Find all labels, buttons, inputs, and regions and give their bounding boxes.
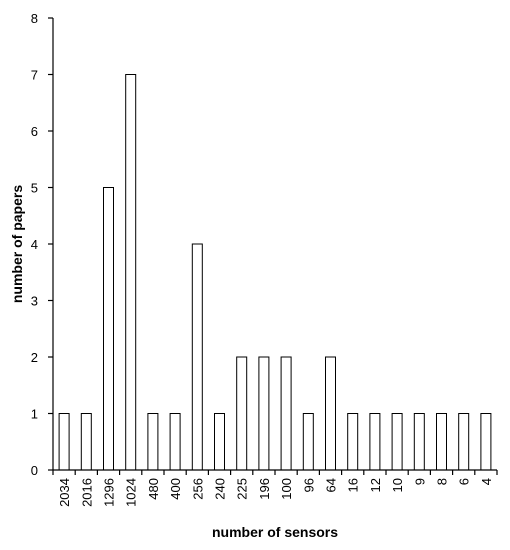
x-tick-label: 225 [235,478,250,500]
bar-2034 [58,413,70,471]
bar-1296 [103,187,114,471]
y-tick-label: 2 [31,350,38,365]
y-tick-label: 0 [31,463,38,478]
x-tick-label: 10 [390,478,405,492]
x-tick-label: 256 [190,478,205,500]
y-tick-label: 4 [31,237,38,252]
x-tick-label: 12 [368,478,383,492]
bar-4 [480,413,492,471]
bar-256 [191,243,203,471]
bar-240 [214,413,225,471]
bar-64 [325,356,336,471]
bar-12 [369,413,381,471]
bar-10 [391,413,403,471]
bar-480 [147,413,159,471]
y-axis-ticks: 0 1 2 3 4 5 6 7 8 [31,11,53,478]
bar-1024 [125,74,137,471]
bar-2016 [80,413,92,471]
y-tick-label: 6 [31,124,38,139]
bar-9 [413,413,425,471]
x-tick-label: 8 [435,478,450,485]
bar-196 [258,356,270,471]
y-axis-title: number of papers [9,185,25,303]
x-tick-label: 64 [324,478,339,492]
bar-100 [280,356,292,471]
bar-225 [236,356,248,471]
bar-400 [169,413,181,471]
x-tick-label: 16 [346,478,361,492]
x-tick-label: 1296 [102,478,117,507]
x-tick-label: 196 [257,478,272,500]
bar-16 [347,413,359,471]
x-axis-title: number of sensors [212,524,338,540]
x-tick-label: 2034 [57,478,72,507]
y-tick-label: 5 [31,181,38,196]
x-tick-label: 4 [479,478,494,485]
x-tick-label: 6 [457,478,472,485]
x-tick-label: 240 [213,478,228,500]
x-tick-label: 1024 [124,478,139,507]
bars-group [58,74,492,471]
bar-96 [302,413,314,471]
bar-8 [436,413,447,471]
x-tick-label: 480 [146,478,161,500]
x-tick-label: 2016 [79,478,94,507]
x-tick-label: 96 [301,478,316,492]
x-tick-label: 9 [412,478,427,485]
bar-6 [458,413,470,471]
y-tick-label: 7 [31,68,38,83]
x-tick-label: 400 [168,478,183,500]
y-tick-label: 1 [31,407,38,422]
x-tick-label: 100 [279,478,294,500]
y-tick-label: 8 [31,11,38,26]
x-axis-ticks: 2034 2016 1296 1024 480 400 256 240 225 196 100 96 6… [52,470,498,507]
y-tick-label: 3 [31,294,38,309]
